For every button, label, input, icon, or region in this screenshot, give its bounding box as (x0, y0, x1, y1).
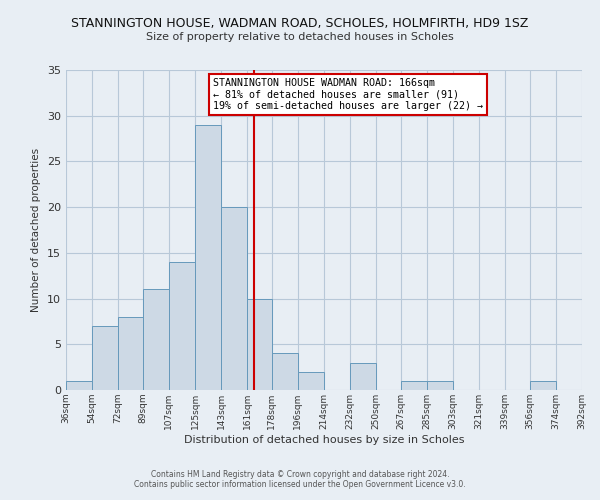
Bar (272, 354, 298, 390)
Bar (530, 381, 556, 390)
Bar (195, 125, 221, 390)
Y-axis label: Number of detached properties: Number of detached properties (31, 148, 41, 312)
Bar (582, 381, 600, 390)
Bar (92, 326, 118, 390)
Bar (298, 372, 324, 390)
Bar (427, 381, 453, 390)
Text: STANNINGTON HOUSE, WADMAN ROAD, SCHOLES, HOLMFIRTH, HD9 1SZ: STANNINGTON HOUSE, WADMAN ROAD, SCHOLES,… (71, 18, 529, 30)
Bar (66, 381, 92, 390)
Bar (143, 290, 169, 390)
Text: Contains HM Land Registry data © Crown copyright and database right 2024.: Contains HM Land Registry data © Crown c… (151, 470, 449, 479)
Bar (221, 207, 247, 390)
Text: Size of property relative to detached houses in Scholes: Size of property relative to detached ho… (146, 32, 454, 42)
Text: Contains public sector information licensed under the Open Government Licence v3: Contains public sector information licen… (134, 480, 466, 489)
Bar (169, 262, 195, 390)
Bar (350, 362, 376, 390)
X-axis label: Distribution of detached houses by size in Scholes: Distribution of detached houses by size … (184, 434, 464, 444)
Bar (401, 381, 427, 390)
Bar (118, 317, 143, 390)
Bar (247, 298, 272, 390)
Text: STANNINGTON HOUSE WADMAN ROAD: 166sqm
← 81% of detached houses are smaller (91)
: STANNINGTON HOUSE WADMAN ROAD: 166sqm ← … (213, 78, 483, 111)
